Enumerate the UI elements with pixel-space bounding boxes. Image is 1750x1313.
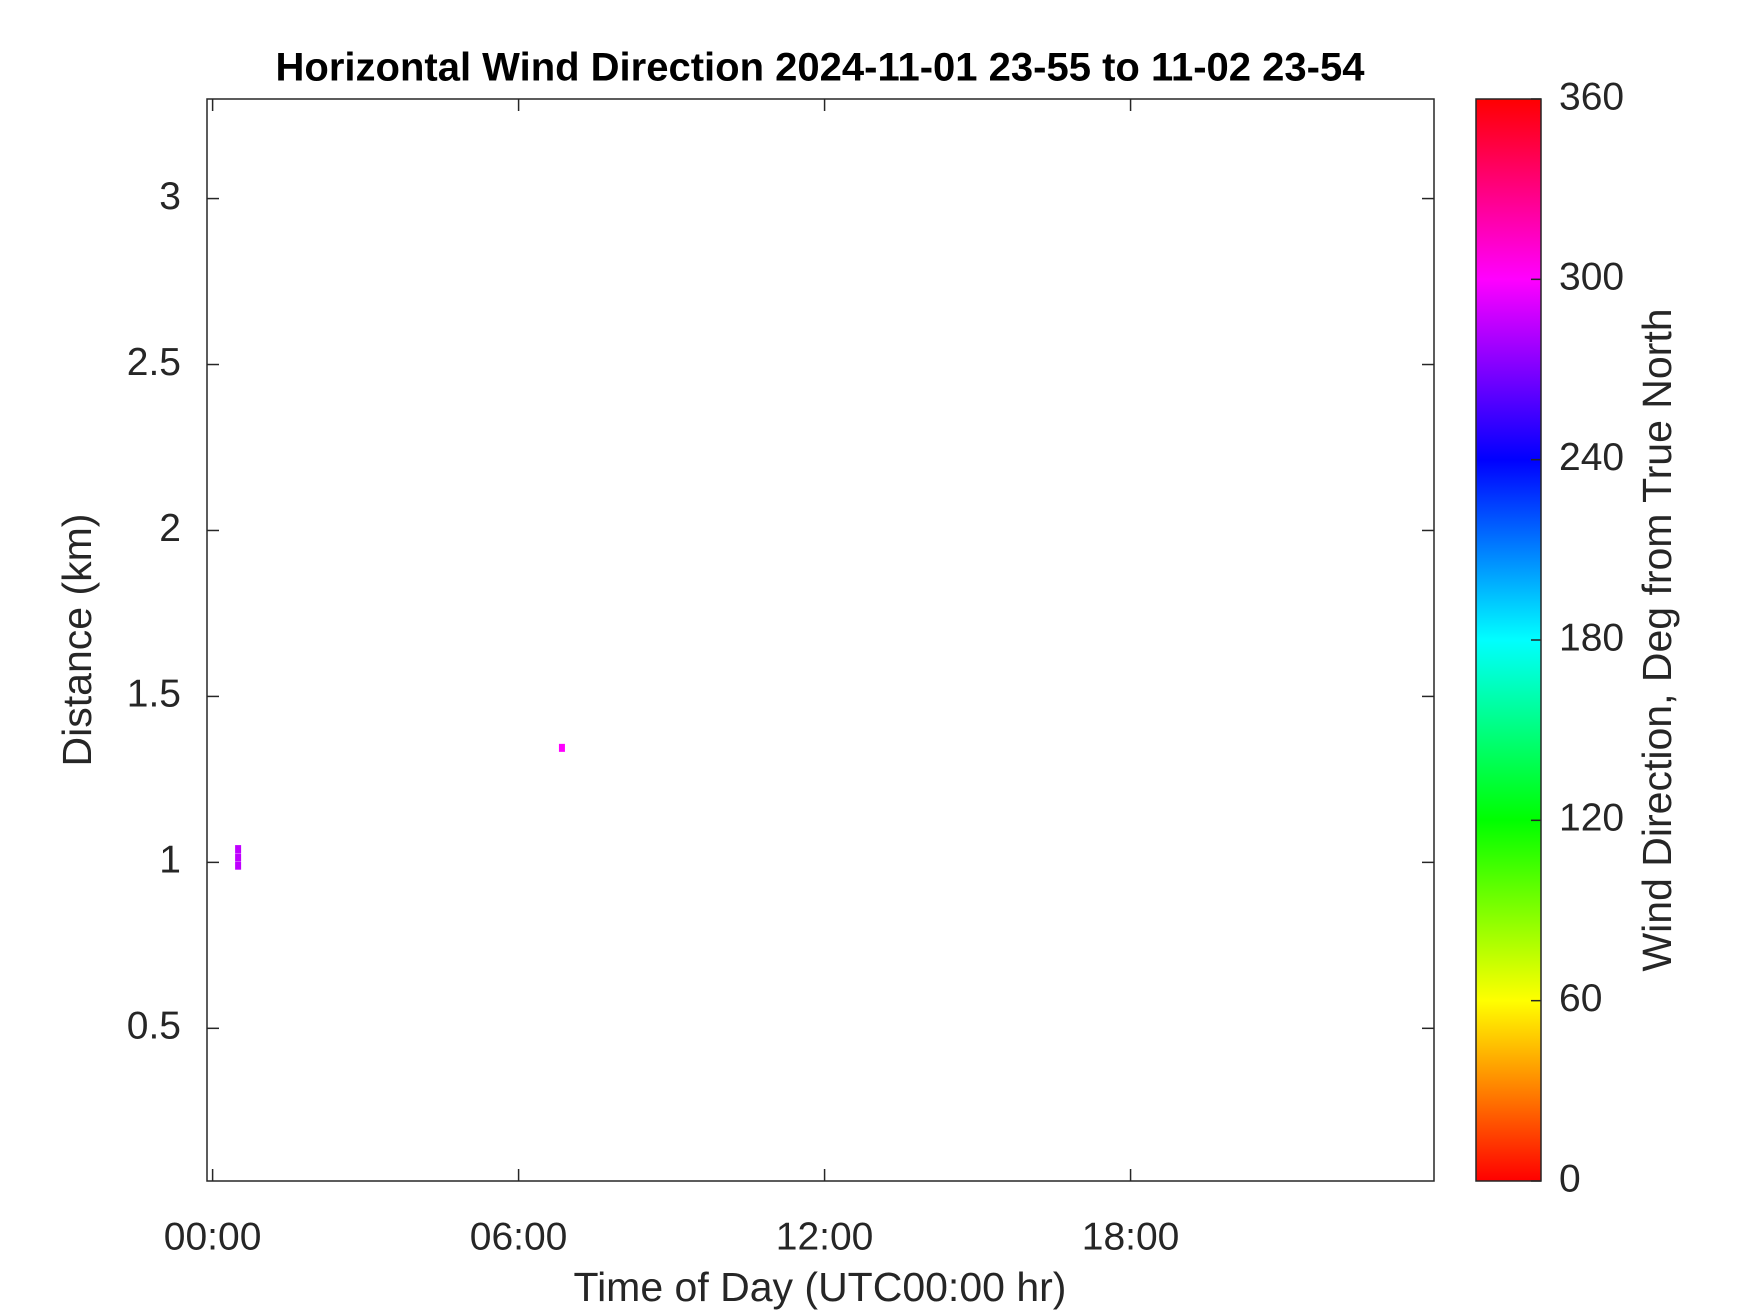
x-tick-label: 06:00	[470, 1215, 568, 1258]
heatmap-cell	[558, 743, 565, 752]
colorbar-tick-label: 360	[1559, 75, 1624, 118]
x-tick-label: 00:00	[164, 1215, 262, 1258]
y-tick-label: 1	[159, 839, 181, 882]
y-tick-label: 1.5	[127, 673, 181, 716]
y-tick-label: 2.5	[127, 341, 181, 384]
heatmap-cell	[235, 845, 242, 854]
x-axis-label: Time of Day (UTC00:00 hr)	[574, 1264, 1067, 1310]
x-tick-label: 18:00	[1082, 1215, 1180, 1258]
heatmap-cell	[235, 853, 242, 862]
y-axis-label: Distance (km)	[54, 514, 100, 767]
chart-title: Horizontal Wind Direction 2024-11-01 23-…	[276, 46, 1366, 90]
y-tick-label: 2	[159, 507, 181, 550]
heatmap-cell	[235, 861, 242, 870]
x-tick-label: 12:00	[776, 1215, 874, 1258]
colorbar-label: Wind Direction, Deg from True North	[1634, 308, 1680, 971]
colorbar-tick-label: 60	[1559, 977, 1602, 1020]
y-tick-label: 3	[159, 175, 181, 218]
colorbar-tick-label: 180	[1559, 616, 1624, 659]
colorbar-tick-label: 300	[1559, 256, 1624, 299]
axes-frame	[206, 98, 1435, 1182]
colorbar	[1475, 98, 1542, 1182]
colorbar-tick-label: 240	[1559, 436, 1624, 479]
colorbar-tick-label: 0	[1559, 1157, 1581, 1200]
y-tick-label: 0.5	[127, 1005, 181, 1048]
colorbar-tick-label: 120	[1559, 797, 1624, 840]
